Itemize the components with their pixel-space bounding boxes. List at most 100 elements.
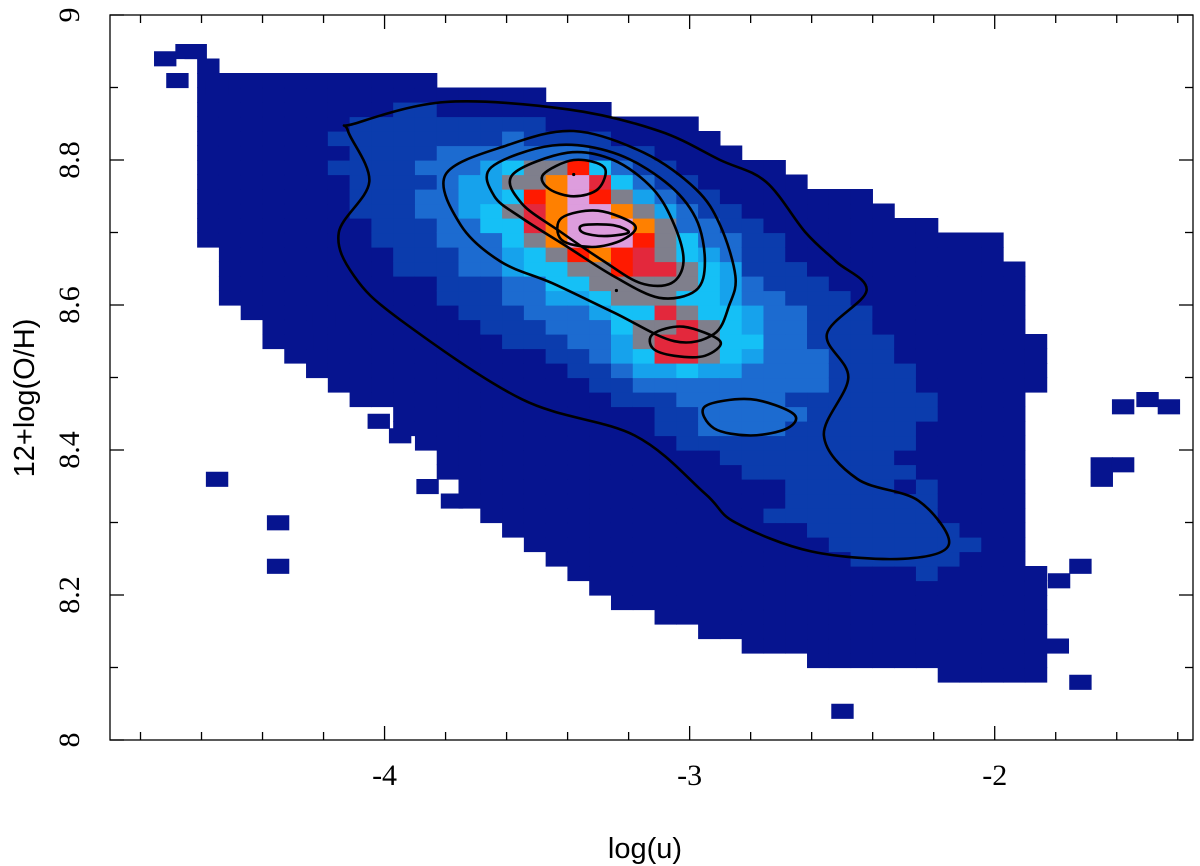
heatmap-cell xyxy=(312,312,336,328)
heatmap-cell xyxy=(959,319,982,335)
heatmap-cell xyxy=(785,319,808,335)
heatmap-cell xyxy=(741,595,765,611)
heatmap-cell xyxy=(414,290,438,306)
heatmap-cell xyxy=(850,537,873,553)
heatmap-cell xyxy=(414,377,438,393)
heatmap-cell xyxy=(807,450,830,466)
heatmap-cell xyxy=(197,116,220,132)
heatmap-cell xyxy=(327,189,351,205)
heatmap-cell xyxy=(676,566,699,582)
heatmap-cell xyxy=(676,522,699,538)
heatmap-cell xyxy=(284,348,307,364)
heatmap-cell xyxy=(567,174,590,190)
heatmap-cell xyxy=(480,450,503,466)
heatmap-cell xyxy=(741,479,765,495)
heatmap-cell xyxy=(567,450,590,466)
heatmap-cell xyxy=(523,406,547,422)
heatmap-cell xyxy=(589,479,612,495)
heatmap-cell xyxy=(240,276,264,292)
heatmap-cell xyxy=(284,189,307,205)
heatmap-cell xyxy=(306,160,329,176)
heatmap-cell xyxy=(915,218,939,234)
heatmap-cell xyxy=(284,319,307,335)
heatmap-cell xyxy=(545,131,569,147)
heatmap-cell xyxy=(719,174,743,190)
heatmap-cell xyxy=(632,189,656,205)
heatmap-cell xyxy=(828,624,852,640)
heatmap-cell xyxy=(937,348,961,364)
heatmap-cell xyxy=(719,580,743,596)
heatmap-cell xyxy=(894,334,917,350)
heatmap-cell xyxy=(850,363,873,379)
heatmap-cell xyxy=(480,363,503,379)
heatmap-cell xyxy=(741,435,765,451)
heatmap-cell xyxy=(894,624,917,640)
heatmap-cell xyxy=(523,464,547,480)
heatmap-cell xyxy=(545,537,569,553)
heatmap-cell xyxy=(937,638,961,654)
heatmap-cell xyxy=(981,595,1004,611)
heatmap-cell xyxy=(872,609,895,625)
heatmap-cell xyxy=(545,421,569,437)
heatmap-cell xyxy=(284,160,307,176)
heatmap-cell xyxy=(371,276,394,292)
heatmap-cell xyxy=(807,203,830,219)
heatmap-cell xyxy=(872,508,895,524)
heatmap-cell xyxy=(414,174,438,190)
heatmap-cell xyxy=(480,131,503,147)
heatmap-cell xyxy=(610,305,634,321)
heatmap-cell xyxy=(850,305,873,321)
y-tick-label: 8 xyxy=(53,733,86,748)
heatmap-cell xyxy=(937,508,961,524)
heatmap-cell xyxy=(937,609,961,625)
heatmap-cell xyxy=(458,160,481,176)
heatmap-cell xyxy=(654,464,677,480)
heatmap-cell xyxy=(306,232,329,248)
heatmap-cell xyxy=(981,334,1004,350)
heatmap-cell xyxy=(741,363,765,379)
heatmap-cell xyxy=(240,305,264,321)
heatmap-cell xyxy=(981,276,1004,292)
heatmap-cell xyxy=(1111,457,1135,473)
heatmap-cell xyxy=(959,406,982,422)
heatmap-cell xyxy=(523,87,547,103)
heatmap-cell xyxy=(1024,653,1048,669)
heatmap-cell xyxy=(632,421,656,437)
heatmap-cell xyxy=(436,116,460,132)
heatmap-cell xyxy=(719,363,743,379)
heatmap-cell xyxy=(785,566,808,582)
heatmap-cell xyxy=(218,276,242,292)
heatmap-cell xyxy=(763,580,786,596)
heatmap-cell xyxy=(589,319,612,335)
heatmap-cell xyxy=(502,305,525,321)
heatmap-cell xyxy=(981,261,1004,277)
heatmap-cell xyxy=(1003,319,1026,335)
heatmap-cell xyxy=(719,406,743,422)
heatmap-cell xyxy=(502,479,525,495)
heatmap-cell xyxy=(1003,363,1026,379)
heatmap-cell xyxy=(349,377,372,393)
heatmap-cell xyxy=(436,392,460,408)
heatmap-cell xyxy=(458,189,481,205)
heatmap-cell xyxy=(719,493,743,509)
heatmap-cell xyxy=(545,464,569,480)
heatmap-cell xyxy=(502,160,525,176)
heatmap-cell xyxy=(872,319,895,335)
heatmap-cell xyxy=(894,377,917,393)
heatmap-cell xyxy=(937,334,961,350)
heatmap-cell xyxy=(218,174,242,190)
heatmap-cell xyxy=(458,87,481,103)
heatmap-cell xyxy=(218,102,242,118)
heatmap-cell xyxy=(937,667,961,683)
heatmap-cell xyxy=(349,290,372,306)
heatmap-cell xyxy=(414,435,438,451)
heatmap-cell xyxy=(480,305,503,321)
ticks: -4 -3 -2 8 8.2 8.4 8.6 8.8 9 xyxy=(53,8,1193,792)
heatmap-cell xyxy=(523,508,547,524)
heatmap-cell xyxy=(828,566,852,582)
heatmap-cell xyxy=(1069,674,1092,690)
heatmap-cell xyxy=(458,305,481,321)
heatmap-cell xyxy=(414,406,438,422)
heatmap-cell xyxy=(240,290,264,306)
